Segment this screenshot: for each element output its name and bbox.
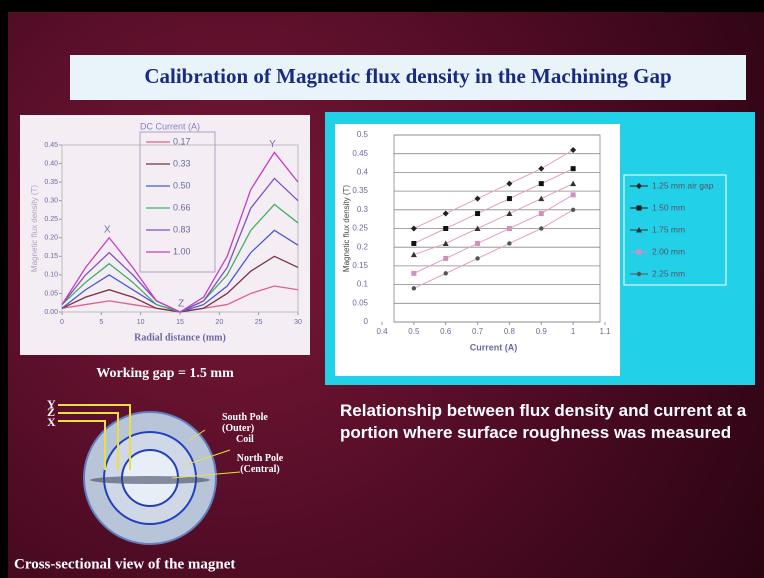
y-tick-label: 0.05 xyxy=(352,298,368,307)
point xyxy=(539,181,544,186)
point xyxy=(507,196,512,201)
legend-label: 0.83 xyxy=(173,224,191,234)
pole-label: North Pole (Central) xyxy=(230,453,290,475)
x-tick-label: 0.4 xyxy=(376,327,388,336)
legend-label: 1.50 mm xyxy=(652,202,685,212)
point xyxy=(412,286,416,290)
y-tick-label: 0.05 xyxy=(44,290,58,297)
annotation: Z xyxy=(178,299,184,310)
x-tick-label: 10 xyxy=(137,319,145,326)
point xyxy=(507,226,512,231)
title: Calibration of Magnetic flux density in … xyxy=(144,64,671,88)
y-tick-label: 0.5 xyxy=(357,130,369,139)
y-axis-label: Magnetic flux density (T) xyxy=(342,185,351,272)
legend-marker xyxy=(637,272,641,276)
caption: Cross-sectional view of the magnet xyxy=(14,556,235,572)
page: Calibration of Magnetic flux density in … xyxy=(0,0,764,578)
point xyxy=(444,271,448,275)
right-plot-panel xyxy=(335,124,620,376)
legend-label: 1.25 mm air gap xyxy=(652,180,714,190)
marker-label: X xyxy=(47,415,56,429)
legend-label: 0.50 xyxy=(173,180,191,190)
legend-title: DC Current (A) xyxy=(140,121,200,131)
annotation: Y xyxy=(269,139,276,150)
legend-marker xyxy=(637,250,642,255)
point xyxy=(539,226,543,230)
point xyxy=(411,241,416,246)
pole-label: South Pole (Outer) xyxy=(222,412,280,434)
y-tick-label: 0.1 xyxy=(357,280,369,289)
x-tick-label: 0.7 xyxy=(472,327,484,336)
y-tick-label: 0.00 xyxy=(44,309,58,316)
working-gap: Working gap = 1.5 mm xyxy=(96,366,234,381)
y-tick-label: 0.40 xyxy=(44,160,58,167)
x-axis-label: Radial distance (mm) xyxy=(134,332,226,343)
point xyxy=(539,211,544,216)
x-tick-label: 0.8 xyxy=(504,327,516,336)
x-tick-label: 1.1 xyxy=(599,327,611,336)
description: Relationship between flux density and cu… xyxy=(340,400,750,444)
y-tick-label: 0.15 xyxy=(352,261,368,270)
y-tick-label: 0.45 xyxy=(352,149,368,158)
y-tick-label: 0.35 xyxy=(352,186,368,195)
x-tick-label: 1 xyxy=(571,327,576,336)
y-tick-label: 0.10 xyxy=(44,272,58,279)
x-tick-label: 0.6 xyxy=(440,327,452,336)
y-tick-label: 0.2 xyxy=(357,242,369,251)
point xyxy=(475,211,480,216)
x-tick-label: 25 xyxy=(255,319,263,326)
legend-label: 1.00 xyxy=(173,246,191,256)
description-box: Relationship between flux density and cu… xyxy=(340,400,750,480)
legend-label: 2.25 mm xyxy=(652,268,685,278)
y-tick-label: 0.25 xyxy=(352,224,368,233)
annotation: X xyxy=(104,224,111,235)
x-tick-label: 20 xyxy=(215,319,223,326)
y-tick-label: 0.4 xyxy=(357,168,369,177)
legend-label: 2.00 mm xyxy=(652,246,685,256)
y-tick-label: 0.25 xyxy=(44,216,58,223)
x-tick-label: 0 xyxy=(60,319,64,326)
pole-labels: South Pole (Outer) Coil North Pole (Cent… xyxy=(222,412,302,507)
y-tick-label: 0 xyxy=(364,317,369,326)
legend-label: 1.75 mm xyxy=(652,224,685,234)
point xyxy=(443,256,448,261)
y-tick-label: 0.3 xyxy=(357,205,369,214)
point xyxy=(443,226,448,231)
x-tick-label: 0.9 xyxy=(536,327,548,336)
legend-marker xyxy=(637,206,642,211)
y-tick-label: 0.15 xyxy=(44,253,58,260)
y-tick-label: 0.45 xyxy=(44,142,58,149)
point xyxy=(475,256,479,260)
pole-label: Coil xyxy=(236,434,302,445)
x-tick-label: 5 xyxy=(99,319,103,326)
y-tick-label: 0.30 xyxy=(44,198,58,205)
legend-label: 0.17 xyxy=(173,136,191,146)
point xyxy=(571,166,576,171)
point xyxy=(475,241,480,246)
y-tick-label: 0.35 xyxy=(44,179,58,186)
x-axis-label: Current (A) xyxy=(470,342,518,352)
legend-label: 0.33 xyxy=(173,158,191,168)
point xyxy=(571,192,576,197)
point xyxy=(571,208,575,212)
x-tick-label: 30 xyxy=(294,319,302,326)
x-tick-label: 15 xyxy=(176,319,184,326)
y-tick-label: 0.20 xyxy=(44,235,58,242)
y-axis-label: Magnetic flux density (T) xyxy=(30,185,39,272)
point xyxy=(411,271,416,276)
point xyxy=(507,241,511,245)
legend-label: 0.66 xyxy=(173,202,191,212)
x-tick-label: 0.5 xyxy=(408,327,420,336)
slide-content: Calibration of Magnetic flux density in … xyxy=(0,0,764,578)
magnet-diagram: Y Z X xyxy=(47,397,240,544)
shadow-band xyxy=(90,476,210,484)
